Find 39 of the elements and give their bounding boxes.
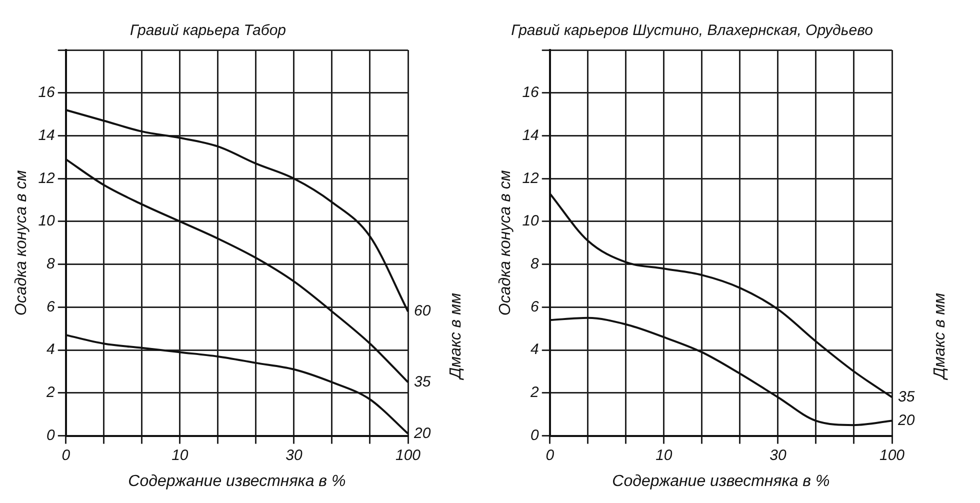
x-axis-title: Содержание известняка в % xyxy=(612,472,830,490)
y-axis-title: Осадка конуса в см xyxy=(497,170,514,316)
y-tick-label: 0 xyxy=(530,426,540,444)
x-tick-label: 30 xyxy=(286,446,303,464)
y-tick-label: 6 xyxy=(46,298,56,316)
chart-title: Гравий карьера Табор xyxy=(130,22,286,40)
y-tick-label: 8 xyxy=(46,256,56,273)
x-tick-label: 10 xyxy=(656,446,673,464)
y-tick-label: 12 xyxy=(522,170,540,187)
series-label: 60 xyxy=(414,302,432,320)
y-tick-label: 14 xyxy=(522,126,539,144)
series-label: 35 xyxy=(414,373,432,390)
y-tick-label: 16 xyxy=(38,84,56,102)
x-tick-label: 100 xyxy=(395,446,422,464)
legend-title: Дмакс в мм xyxy=(447,292,464,381)
y-tick-label: 4 xyxy=(530,341,539,358)
series-label: 20 xyxy=(897,412,916,429)
y-tick-label: 2 xyxy=(530,384,540,402)
series-label: 20 xyxy=(413,424,432,442)
chart-title: Гравий карьеров Шустино, Влахернская, Орудьево xyxy=(511,22,873,40)
y-tick-label: 0 xyxy=(46,426,56,444)
y-axis-title: Осадка конуса в см xyxy=(13,170,30,316)
y-tick-label: 16 xyxy=(522,84,540,102)
y-tick-label: 10 xyxy=(38,212,56,230)
x-tick-label: 0 xyxy=(546,446,555,464)
legend-title: Дмакс в мм xyxy=(931,292,948,381)
y-tick-label: 8 xyxy=(530,256,540,273)
x-tick-label: 100 xyxy=(879,446,906,464)
x-tick-label: 30 xyxy=(770,446,787,464)
y-tick-label: 12 xyxy=(38,170,56,187)
x-tick-label: 0 xyxy=(62,446,71,464)
y-tick-label: 6 xyxy=(530,298,540,316)
x-tick-label: 10 xyxy=(172,446,189,464)
x-axis-title: Содержание известняка в % xyxy=(128,472,346,490)
y-tick-label: 14 xyxy=(38,126,55,144)
y-tick-label: 2 xyxy=(46,384,56,402)
y-tick-label: 4 xyxy=(46,341,55,358)
series-label: 35 xyxy=(898,388,916,406)
y-tick-label: 10 xyxy=(522,212,540,230)
